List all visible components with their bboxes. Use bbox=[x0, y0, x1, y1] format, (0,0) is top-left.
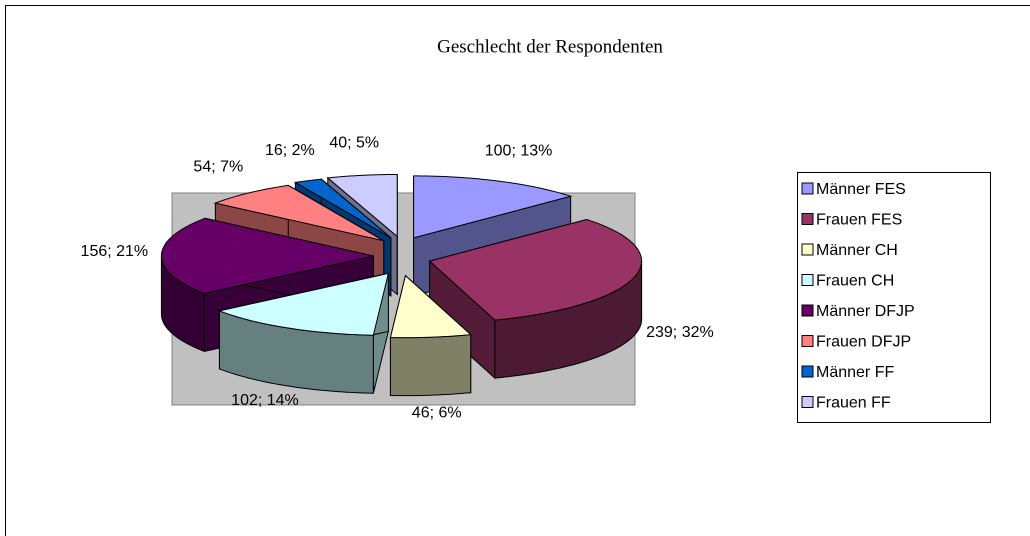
slice-wall bbox=[389, 334, 472, 397]
chart-title: Geschlecht der Respondenten bbox=[437, 36, 663, 57]
data-label: 102; 14% bbox=[231, 392, 299, 409]
slice-top bbox=[413, 175, 573, 239]
legend-box bbox=[797, 172, 991, 423]
legend-label: Männer DFJP bbox=[816, 303, 915, 320]
legend-swatch bbox=[801, 335, 814, 347]
legend-label: Männer FES bbox=[816, 181, 906, 198]
data-label: 239; 32% bbox=[646, 324, 714, 341]
legend-swatch bbox=[801, 304, 814, 317]
legend-swatch bbox=[801, 365, 814, 378]
legend-label: Männer CH bbox=[816, 242, 898, 259]
legend-label: Frauen DFJP bbox=[816, 334, 911, 351]
data-label: 40; 5% bbox=[329, 135, 379, 152]
legend-swatch bbox=[801, 274, 814, 286]
legend-swatch bbox=[801, 396, 814, 408]
legend-label: Frauen CH bbox=[816, 273, 894, 290]
data-label: 54; 7% bbox=[193, 159, 243, 176]
slice-top bbox=[326, 173, 398, 238]
data-label: 156; 21% bbox=[81, 243, 149, 260]
legend-label: Frauen FES bbox=[816, 212, 902, 229]
data-label: 16; 2% bbox=[265, 142, 315, 159]
data-label: 46; 6% bbox=[412, 405, 462, 422]
slice-top bbox=[217, 272, 390, 336]
slice-top bbox=[160, 217, 374, 294]
legend-label: Frauen FF bbox=[816, 395, 891, 412]
data-label: 100; 13% bbox=[485, 143, 553, 160]
legend-label: Männer FF bbox=[816, 364, 894, 381]
slice-top bbox=[293, 178, 392, 239]
legend-swatch bbox=[801, 213, 814, 225]
slice-top bbox=[428, 218, 643, 321]
slice-top bbox=[389, 274, 472, 339]
legend-swatch bbox=[801, 243, 814, 256]
legend-swatch bbox=[801, 182, 814, 195]
slice-top bbox=[213, 184, 384, 242]
